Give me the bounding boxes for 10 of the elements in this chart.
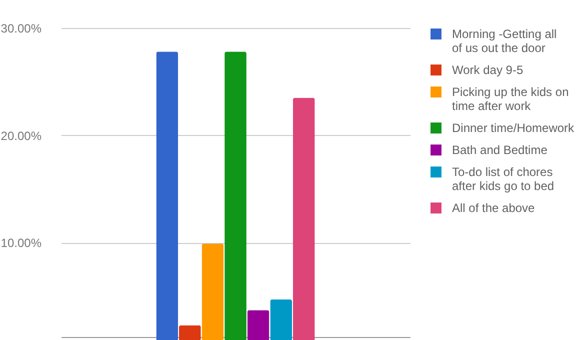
legend-label: All of the above: [452, 201, 536, 215]
legend-label: Picking up the kids on time after work: [452, 85, 569, 113]
legend-label: Work day 9-5: [452, 63, 524, 77]
legend-label: Bath and Bedtime: [452, 143, 548, 157]
y-tick-label: 20.00%: [0, 128, 42, 143]
y-tick-label: 10.00%: [0, 236, 42, 250]
legend-label: Dinner time/Homework: [452, 121, 576, 135]
legend-label: Morning -Getting all of us out the door: [452, 27, 557, 55]
y-tick-label: 30.00%: [0, 22, 42, 36]
legend-label: To-do list of chores after kids go to bed: [452, 165, 554, 193]
